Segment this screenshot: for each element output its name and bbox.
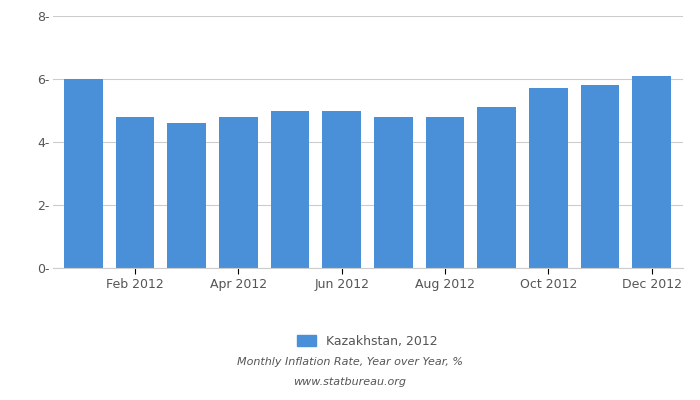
Bar xyxy=(477,107,516,268)
Bar xyxy=(64,79,103,268)
Legend: Kazakhstan, 2012: Kazakhstan, 2012 xyxy=(293,330,442,353)
Bar xyxy=(167,123,206,268)
Bar xyxy=(529,88,568,268)
Bar xyxy=(116,117,155,268)
Bar xyxy=(374,117,413,268)
Bar xyxy=(322,110,361,268)
Bar xyxy=(271,110,309,268)
Text: www.statbureau.org: www.statbureau.org xyxy=(293,377,407,387)
Text: Monthly Inflation Rate, Year over Year, %: Monthly Inflation Rate, Year over Year, … xyxy=(237,357,463,367)
Bar xyxy=(580,85,620,268)
Bar xyxy=(219,117,258,268)
Bar xyxy=(632,76,671,268)
Bar xyxy=(426,117,464,268)
